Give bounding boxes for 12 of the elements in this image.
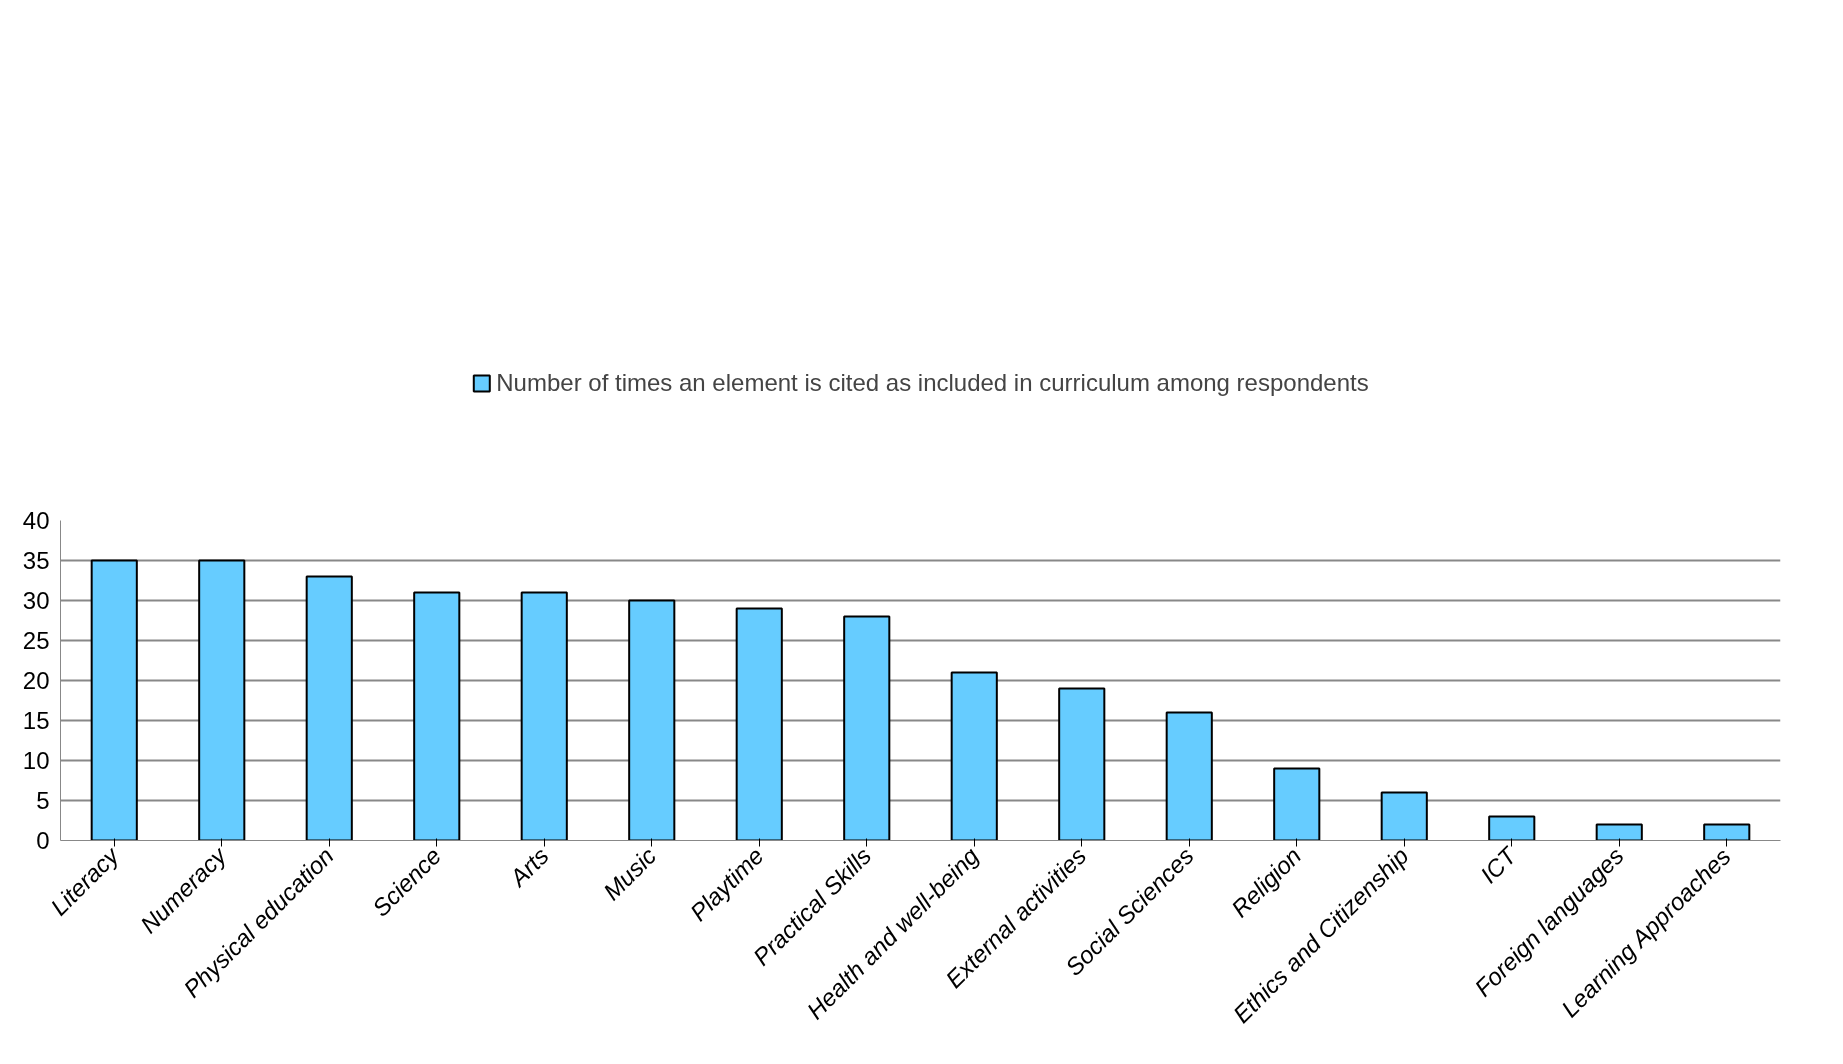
y-tick-label: 30 [22, 587, 50, 614]
y-tick-label: 10 [22, 747, 50, 774]
y-tick-label: 20 [22, 667, 50, 694]
x-tick-label: ICT [1474, 840, 1523, 889]
y-tick-label: 35 [22, 547, 50, 574]
y-tick-label: 5 [36, 787, 50, 814]
x-tick-label: Arts [503, 841, 554, 893]
legend-label: Number of times an element is cited as included in curriculum among respondents [496, 369, 1369, 397]
y-tick-label: 0 [36, 827, 50, 854]
y-tick-label: 25 [22, 627, 50, 654]
y-tick-label: 40 [22, 507, 50, 534]
y-tick-label: 15 [22, 707, 50, 734]
